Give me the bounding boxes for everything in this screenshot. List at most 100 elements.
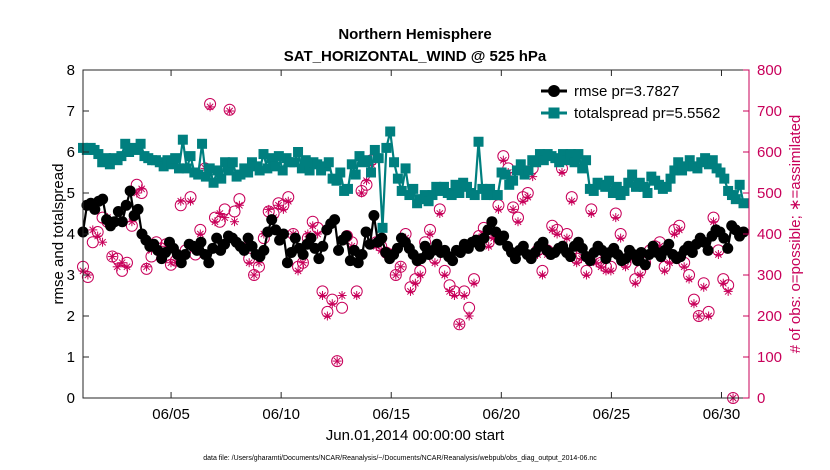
assimilated-obs-point [616, 233, 626, 243]
asterisk-stroke [221, 214, 229, 222]
y-left-tick-label: 0 [67, 390, 75, 407]
totalspread-point [392, 173, 403, 184]
assimilated-obs-point [430, 258, 440, 268]
asterisk-stroke [211, 218, 219, 226]
asterisk-stroke [196, 230, 204, 238]
assimilated-obs-point [142, 262, 152, 272]
rmse-point [718, 232, 730, 244]
y-right-tick-label: 700 [757, 103, 782, 120]
asterisk-stroke [416, 271, 424, 279]
asterisk-stroke [485, 242, 493, 250]
asterisk-stroke [612, 214, 620, 222]
assimilated-obs-point [699, 282, 709, 292]
y-right-tick-label: 800 [757, 62, 782, 79]
totalspread-point [515, 159, 526, 170]
y-right-tick-label: 300 [757, 267, 782, 284]
totalspread-point [258, 149, 269, 160]
assimilated-obs-point [523, 192, 533, 202]
totalspread-point [277, 165, 288, 176]
asterisk-stroke [441, 271, 449, 279]
totalspread-point [200, 171, 211, 182]
assimilated-obs-point [234, 200, 244, 210]
rmse-point [112, 205, 124, 217]
rmse-point [120, 199, 132, 211]
assimilated-obs-point [547, 225, 557, 235]
totalspread-point [404, 190, 415, 201]
assimilated-obs-point [205, 102, 215, 112]
assimilated-obs-point [537, 270, 547, 280]
asterisk-stroke [118, 259, 126, 267]
asterisk-stroke [123, 263, 131, 271]
totalspread-point [427, 190, 438, 201]
totalspread-point [389, 157, 400, 168]
asterisk-stroke [362, 177, 370, 185]
rmse-point [281, 257, 293, 269]
totalspread-point [558, 149, 569, 160]
asterisk-stroke [607, 267, 615, 275]
assimilated-obs-point [278, 204, 288, 214]
asterisk-stroke [690, 300, 698, 308]
assimilated-obs-point [122, 262, 132, 272]
x-tick-label: 06/15 [372, 406, 410, 423]
assimilated-obs-point [581, 270, 591, 280]
asterisk-stroke [392, 271, 400, 279]
totalspread-point [719, 173, 730, 184]
totalspread-point [216, 173, 227, 184]
totalspread-point [438, 181, 449, 192]
y-left-tick-label: 8 [67, 62, 75, 79]
assimilated-obs-point [464, 311, 474, 321]
rmse-point [478, 232, 490, 244]
assimilated-obs-point [112, 262, 122, 272]
assimilated-obs-point [660, 266, 670, 276]
totalspread-point [538, 155, 549, 166]
assimilated-obs-point [391, 270, 401, 280]
rmse-point [352, 257, 364, 269]
assimilated-obs-point [93, 231, 103, 241]
rmse-point [199, 249, 211, 260]
totalspread-point [377, 222, 388, 233]
assimilated-obs-point [137, 184, 147, 194]
assimilated-obs-point [611, 213, 621, 223]
assimilated-obs-point [562, 233, 572, 243]
asterisk-stroke [622, 263, 630, 271]
asterisk-stroke [108, 253, 116, 261]
rmse-point [565, 251, 577, 263]
assimilated-obs-point [713, 250, 723, 259]
totalspread-point [262, 163, 273, 174]
assimilated-obs-point [186, 196, 196, 206]
totalspread-point [642, 188, 653, 198]
asterisk-stroke [494, 205, 502, 213]
rmse-point [360, 226, 372, 238]
rmse-point [686, 246, 698, 258]
asterisk-stroke [436, 209, 444, 218]
asterisk-stroke [568, 197, 576, 205]
assimilated-obs-point [332, 356, 342, 366]
asterisk-stroke [284, 197, 292, 205]
x-axis-label: Jun.01,2014 00:00:00 start [326, 427, 505, 444]
rmse-point [278, 228, 290, 240]
totalspread-point [304, 165, 315, 176]
asterisk-stroke [323, 312, 331, 320]
rmse-point [246, 240, 258, 252]
totalspread-point [366, 167, 377, 178]
chart-title-line1: Northern Hemisphere [338, 26, 491, 43]
footer-data-file: data file: /Users/gharamti/Documents/NCA… [203, 455, 597, 462]
totalspread-point [131, 144, 142, 155]
assimilated-obs-point [249, 270, 259, 280]
asterisk-stroke [587, 209, 595, 218]
assimilated-obs-point [669, 229, 679, 239]
asterisk-stroke [426, 230, 434, 238]
legend-rmse-label: rmse pr=3.7827 [574, 83, 679, 100]
rmse-point [179, 249, 191, 260]
assimilated-obs-point [274, 200, 284, 210]
possible-obs-point [336, 301, 349, 314]
asterisk-stroke [177, 197, 185, 205]
assimilated-obs-point [435, 209, 445, 218]
totalspread-point [454, 188, 465, 198]
asterisk-stroke [250, 271, 258, 279]
assimilated-obs-point [357, 188, 367, 198]
assimilated-obs-point [567, 196, 577, 206]
asterisk-stroke [670, 230, 678, 238]
asterisk-stroke [509, 205, 517, 213]
chart-title-line2: SAT_HORIZONTAL_WIND @ 525 hPa [284, 48, 547, 65]
